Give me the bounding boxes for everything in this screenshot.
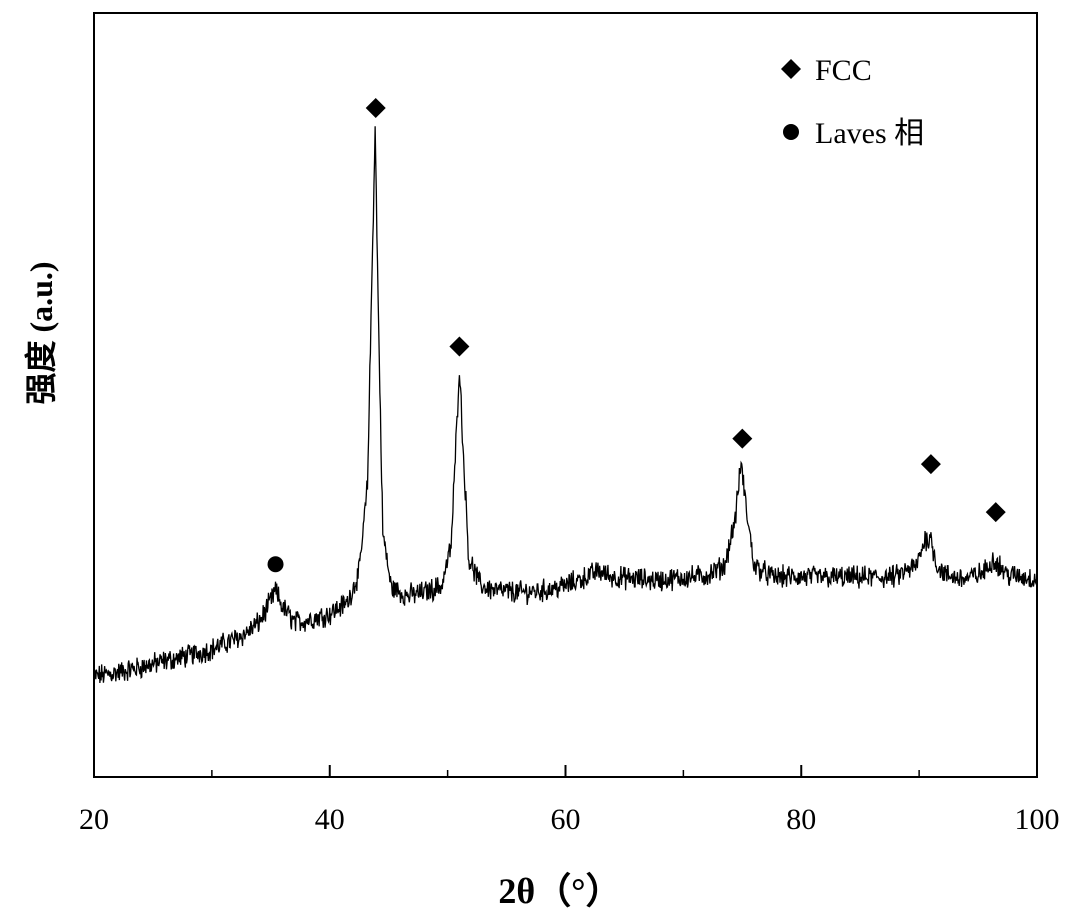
legend-diamond-icon [781, 59, 801, 79]
y-axis-title: 强度 (a.u.) [23, 261, 59, 404]
x-tick-label: 60 [551, 803, 581, 836]
fcc-peak-diamond-icon [449, 336, 470, 357]
fcc-peak-diamond-icon [985, 502, 1006, 523]
x-tick-label: 80 [786, 803, 816, 836]
x-axis-tick-labels: 20 40 60 80 100 [79, 803, 1060, 836]
peak-markers [267, 98, 1006, 573]
legend-label-laves: Laves 相 [815, 117, 924, 150]
laves-peak-circle-icon [267, 556, 284, 573]
legend-circle-icon [783, 124, 799, 140]
xrd-pattern-line [93, 126, 1038, 684]
legend: FCC Laves 相 [781, 54, 924, 150]
fcc-peak-diamond-icon [920, 454, 941, 475]
x-tick-label: 20 [79, 803, 109, 836]
fcc-peak-diamond-icon [365, 98, 386, 119]
x-axis-ticks [93, 765, 1038, 777]
x-tick-label: 40 [315, 803, 345, 836]
x-axis-title: 2θ（°） [498, 871, 621, 911]
legend-label-fcc: FCC [815, 54, 872, 87]
x-tick-label: 100 [1015, 803, 1060, 836]
fcc-peak-diamond-icon [732, 428, 753, 449]
